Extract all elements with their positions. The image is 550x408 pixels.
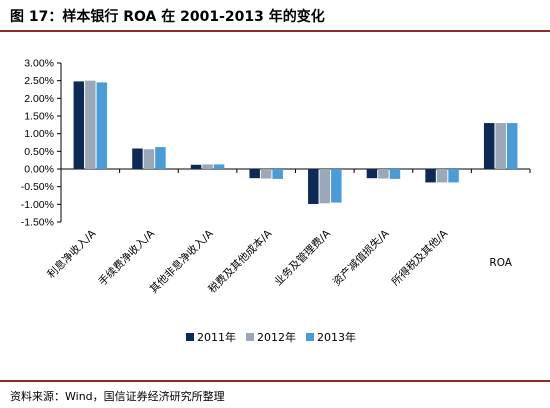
bar	[425, 169, 436, 183]
bar	[260, 169, 272, 179]
chart-title: 图 17：样本银行 ROA 在 2001-2013 年的变化	[10, 9, 325, 25]
x-category-label: 所得税及其他/A	[389, 226, 451, 288]
y-tick-label: -1.50%	[21, 217, 54, 229]
y-tick-label: 0.50%	[24, 146, 54, 158]
bar	[73, 81, 85, 169]
bar	[249, 169, 260, 179]
bar	[190, 164, 202, 169]
bar	[378, 169, 389, 179]
title-bar: 图 17：样本银行 ROA 在 2001-2013 年的变化	[0, 0, 550, 32]
chart-area: 3.00% 2.50% 2.00% 1.50% 1.00% 0.50% 0.00% -0.50…	[0, 32, 550, 378]
bar	[308, 169, 319, 204]
bar	[389, 169, 401, 179]
legend-swatch	[306, 333, 314, 341]
bar	[202, 164, 213, 169]
y-tick-label: 3.00%	[24, 58, 54, 70]
bar	[495, 123, 506, 169]
x-category-label: 税费及其他成本/A	[206, 226, 275, 295]
bar	[85, 80, 96, 169]
y-tick-label: 2.00%	[24, 93, 54, 105]
bar	[436, 169, 448, 183]
x-category-label: 手续费净收入/A	[96, 226, 158, 288]
y-tick-label: -0.50%	[21, 181, 54, 193]
bar	[448, 169, 459, 183]
bar	[143, 149, 155, 169]
y-tick-label: -1.00%	[21, 199, 54, 211]
source-bar: 资料来源：Wind，国信证券经济研究所整理	[0, 380, 550, 408]
y-tick-label: 2.50%	[24, 75, 54, 87]
bar	[272, 169, 283, 179]
x-category-label: 其他非息净收入/A	[147, 226, 216, 295]
bar	[331, 169, 342, 203]
bar	[319, 169, 331, 204]
source-note: 资料来源：Wind，国信证券经济研究所整理	[10, 390, 225, 403]
bar	[483, 123, 495, 169]
legend-label: 2013年	[317, 330, 356, 344]
x-category-label: 业务及管理费/A	[272, 226, 334, 288]
legend-label: 2012年	[257, 330, 296, 344]
bar	[213, 164, 225, 169]
legend-swatch	[186, 333, 194, 341]
bar	[132, 148, 143, 169]
y-tick-label: 1.50%	[24, 111, 54, 123]
y-tick-label: 0.00%	[24, 164, 54, 176]
legend-swatch	[246, 333, 254, 341]
y-tick-label: 1.00%	[24, 128, 54, 140]
x-category-label: 资产减值损失/A	[330, 226, 392, 288]
bar	[96, 82, 108, 169]
legend-label: 2011年	[197, 330, 236, 344]
bar	[506, 123, 518, 169]
bar-chart: 3.00% 2.50% 2.00% 1.50% 1.00% 0.50% 0.00% -0.50…	[21, 58, 531, 344]
bar	[155, 147, 166, 169]
bar	[366, 169, 378, 179]
x-category-label: 利息净收入/A	[45, 226, 99, 280]
x-category-label: ROA	[489, 257, 512, 269]
